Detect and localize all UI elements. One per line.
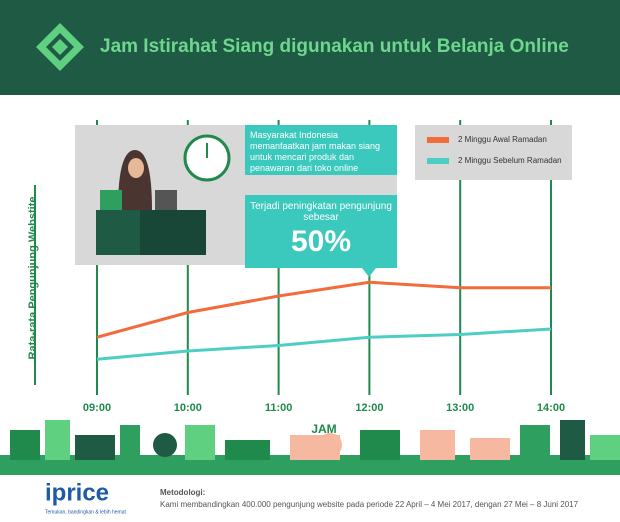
- illustration: [96, 134, 231, 255]
- y-axis-label: Rata-rata Pengunjung Webstite: [27, 197, 39, 360]
- method-title: Metodologi:: [160, 488, 205, 497]
- x-axis-label: JAM: [311, 422, 336, 436]
- callout-pointer: [362, 268, 376, 277]
- x-tick-label: 14:00: [537, 402, 565, 414]
- legend-label: 2 Minggu Sebelum Ramadan: [458, 156, 562, 165]
- legend-swatch: [427, 137, 449, 143]
- legend-box: [415, 125, 572, 180]
- tagline: Temukan, bandingkan & lebih hemat: [45, 509, 126, 515]
- chart-title: Jam Istirahat Siang digunakan untuk Bela…: [100, 36, 569, 57]
- callout-box: [245, 195, 397, 268]
- method-text: Kami membandingkan 400.000 pengunjung we…: [160, 500, 579, 509]
- header-band: [0, 0, 620, 95]
- skyline: [0, 420, 620, 475]
- series-line: [96, 280, 551, 339]
- x-tick-label: 12:00: [355, 402, 383, 414]
- callout-text: Terjadi peningkatan pengunjung sebesar: [250, 201, 392, 223]
- annotation-label-box: [245, 125, 397, 175]
- x-tick-label: 11:00: [265, 402, 293, 414]
- brand: iprice: [45, 479, 109, 506]
- legend-label: 2 Minggu Awal Ramadan: [458, 135, 547, 144]
- legend-swatch: [427, 158, 449, 164]
- x-tick-label: 09:00: [83, 402, 111, 414]
- annotation: Masyarakat Indonesia memanfaatkan jam ma…: [250, 130, 381, 173]
- logo: [36, 23, 84, 71]
- callout-value: 50%: [291, 225, 351, 258]
- series-line: [96, 327, 552, 361]
- x-tick-label: 10:00: [174, 402, 202, 414]
- x-tick-label: 13:00: [446, 402, 474, 414]
